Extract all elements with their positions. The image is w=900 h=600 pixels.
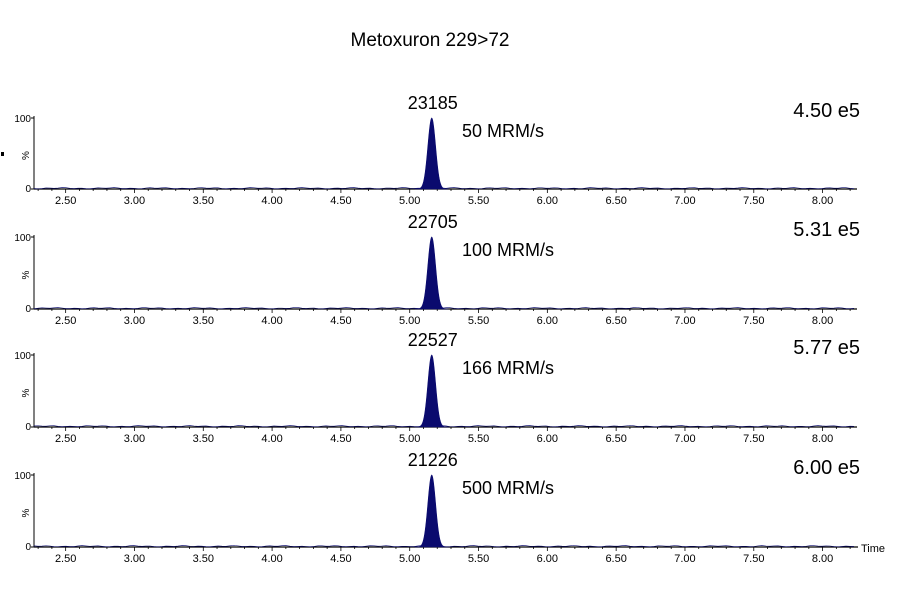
x-tick-label: 4.50 [330,553,351,565]
x-tick-label: 8.00 [812,553,833,565]
intensity-label: 5.77 e5 [793,337,860,359]
x-tick-label: 7.50 [743,553,764,565]
y-tick-label: 100 [14,471,31,482]
x-tick-label: 8.00 [812,433,833,445]
x-tick-label: 7.00 [674,195,695,207]
intensity-label: 5.31 e5 [793,219,860,241]
y-axis-label: % [21,270,32,279]
x-tick-label: 2.50 [55,315,76,327]
x-tick-label: 4.00 [261,195,282,207]
y-axis-label: % [21,151,32,160]
x-tick-label: 3.00 [124,315,145,327]
x-tick-label: 5.00 [399,315,420,327]
y-tick-label: 100 [14,114,31,125]
x-tick-label: 2.50 [55,553,76,565]
x-tick-label: 6.50 [605,433,626,445]
y-axis-label: % [21,388,32,397]
scan-rate-label: 500 MRM/s [462,478,554,498]
x-tick-label: 3.50 [193,315,214,327]
x-tick-label: 7.50 [743,315,764,327]
x-tick-label: 4.00 [261,315,282,327]
x-tick-label: 4.50 [330,315,351,327]
y-tick-label: 100 [14,233,31,244]
peak-area-label: 22527 [408,330,458,350]
intensity-label: 6.00 e5 [793,457,860,479]
x-tick-label: 3.50 [193,195,214,207]
x-tick-label: 6.50 [605,553,626,565]
y-tick-label: 0 [25,184,31,195]
scan-rate-label: 166 MRM/s [462,358,554,378]
scan-rate-label: 50 MRM/s [462,121,544,141]
chromatogram-peak [414,474,449,548]
x-tick-label: 6.50 [605,315,626,327]
x-tick-label: 3.00 [124,195,145,207]
x-tick-label: 5.50 [468,195,489,207]
x-tick-label: 7.00 [674,553,695,565]
baseline-trace [33,545,855,548]
peak-area-label: 23185 [408,93,458,113]
x-tick-label: 2.50 [55,195,76,207]
x-tick-label: 3.00 [124,553,145,565]
y-axis-label: % [21,508,32,517]
x-tick-label: 4.00 [261,433,282,445]
baseline-trace [33,307,855,310]
x-tick-label: 8.00 [812,315,833,327]
x-tick-label: 3.00 [124,433,145,445]
y-tick-label: 0 [25,542,31,553]
x-tick-label: 7.50 [743,433,764,445]
marker-dot [1,152,4,156]
x-tick-label: 8.00 [812,195,833,207]
x-tick-label: 7.50 [743,195,764,207]
x-tick-label: 5.00 [399,195,420,207]
x-tick-label: 6.50 [605,195,626,207]
y-tick-label: 0 [25,304,31,315]
x-tick-label: 5.00 [399,433,420,445]
x-tick-label: 6.00 [537,195,558,207]
x-tick-label: 7.00 [674,433,695,445]
x-tick-label: 3.50 [193,553,214,565]
x-axis-label: Time [861,543,885,555]
x-tick-label: 5.50 [468,433,489,445]
chromatogram-peak [414,117,449,190]
baseline-trace [33,425,855,428]
x-tick-label: 2.50 [55,433,76,445]
chromatogram-peak [414,236,449,310]
x-tick-label: 6.00 [537,433,558,445]
intensity-label: 4.50 e5 [793,100,860,122]
x-tick-label: 7.00 [674,315,695,327]
x-tick-label: 4.50 [330,433,351,445]
y-tick-label: 100 [14,351,31,362]
x-tick-label: 6.00 [537,315,558,327]
y-tick-label: 0 [25,422,31,433]
x-tick-label: 4.00 [261,553,282,565]
x-tick-label: 5.00 [399,553,420,565]
peak-area-label: 21226 [408,450,458,470]
x-tick-label: 4.50 [330,195,351,207]
scan-rate-label: 100 MRM/s [462,240,554,260]
x-tick-label: 5.50 [468,553,489,565]
baseline-trace [33,187,855,190]
x-tick-label: 3.50 [193,433,214,445]
x-tick-label: 6.00 [537,553,558,565]
peak-area-label: 22705 [408,212,458,232]
chromatogram-peak [414,354,449,428]
x-tick-label: 5.50 [468,315,489,327]
chart-title: Metoxuron 229>72 [350,30,510,51]
